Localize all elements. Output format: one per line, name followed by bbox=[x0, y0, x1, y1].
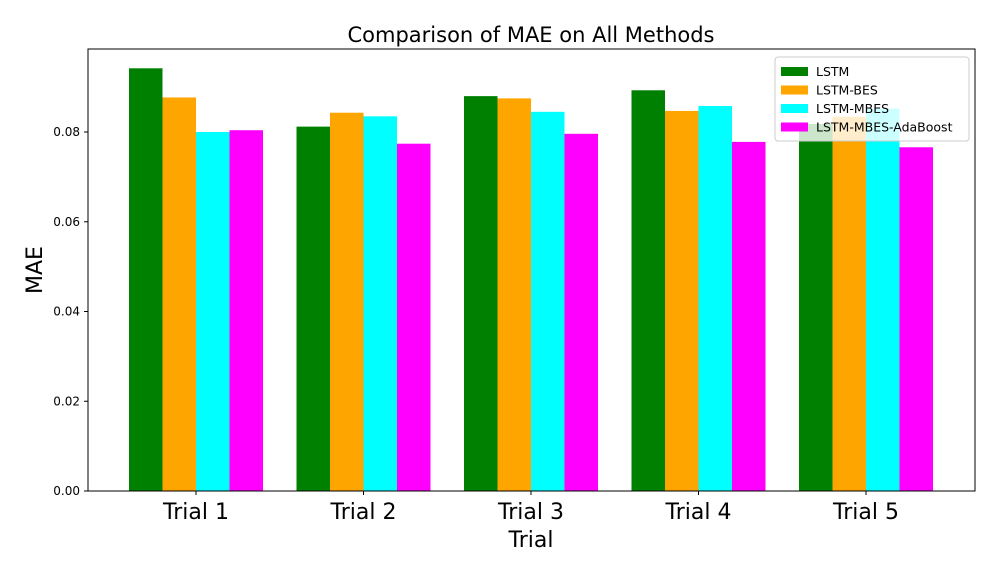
y-tick-label: 0.04 bbox=[53, 305, 80, 319]
bar-lstm-mbes-trial-3 bbox=[531, 111, 565, 492]
y-tick-label: 0.02 bbox=[53, 394, 80, 408]
bar-lstm-mbes-trial-1 bbox=[196, 132, 230, 491]
y-tick-label: 0.06 bbox=[53, 215, 80, 229]
bars-group bbox=[129, 68, 933, 492]
legend-swatch bbox=[781, 104, 808, 113]
legend-swatch bbox=[781, 85, 808, 95]
bar-lstm-trial-2 bbox=[296, 126, 330, 491]
bar-lstm-bes-trial-5 bbox=[832, 116, 866, 492]
legend-swatch bbox=[781, 122, 808, 132]
y-tick-label: 0.00 bbox=[53, 484, 80, 498]
bar-lstm-bes-trial-4 bbox=[665, 110, 699, 492]
legend-label: LSTM bbox=[816, 64, 849, 79]
legend: LSTM LSTM-BES LSTM-MBES LSTM-MBES-AdaBoost bbox=[774, 56, 970, 142]
bar-lstm-mbes-trial-2 bbox=[363, 116, 397, 492]
bar-lstm-trial-1 bbox=[129, 68, 163, 491]
bar-lstm-trial-3 bbox=[464, 96, 498, 491]
legend-label: LSTM-MBES bbox=[816, 101, 889, 116]
y-axis-label: MAE bbox=[23, 246, 48, 294]
x-axis: Trial 1 Trial 2 Trial 3 Trial 4 Trial 5 bbox=[162, 491, 899, 525]
bar-lstm-mbes-adaboost-trial-4 bbox=[732, 141, 766, 491]
y-axis: 0.00 0.02 0.04 0.06 0.08 bbox=[53, 125, 88, 498]
x-tick-label: Trial 5 bbox=[832, 500, 899, 525]
bar-lstm-mbes-adaboost-trial-3 bbox=[564, 133, 598, 491]
bar-lstm-mbes-trial-4 bbox=[698, 105, 732, 491]
bar-lstm-mbes-adaboost-trial-5 bbox=[899, 147, 933, 491]
legend-box bbox=[774, 56, 970, 142]
bar-lstm-mbes-adaboost-trial-1 bbox=[229, 130, 263, 491]
legend-label: LSTM-MBES-AdaBoost bbox=[816, 120, 953, 135]
bar-lstm-bes-trial-2 bbox=[330, 112, 364, 492]
bar-lstm-trial-4 bbox=[631, 90, 665, 491]
bar-lstm-mbes-adaboost-trial-2 bbox=[397, 143, 431, 491]
legend-swatch bbox=[781, 67, 808, 76]
x-tick-label: Trial 2 bbox=[330, 500, 397, 525]
x-tick-label: Trial 1 bbox=[162, 500, 229, 525]
bar-lstm-bes-trial-1 bbox=[162, 97, 196, 491]
bar-lstm-bes-trial-3 bbox=[497, 98, 531, 491]
x-axis-label: Trial bbox=[508, 528, 554, 553]
bar-lstm-mbes-trial-5 bbox=[866, 108, 900, 492]
legend-label: LSTM-BES bbox=[816, 83, 878, 98]
x-tick-label: Trial 3 bbox=[497, 500, 564, 525]
x-tick-label: Trial 4 bbox=[665, 500, 732, 525]
bar-lstm-trial-5 bbox=[799, 123, 833, 491]
chart-title: Comparison of MAE on All Methods bbox=[348, 23, 715, 47]
y-tick-label: 0.08 bbox=[53, 125, 80, 139]
